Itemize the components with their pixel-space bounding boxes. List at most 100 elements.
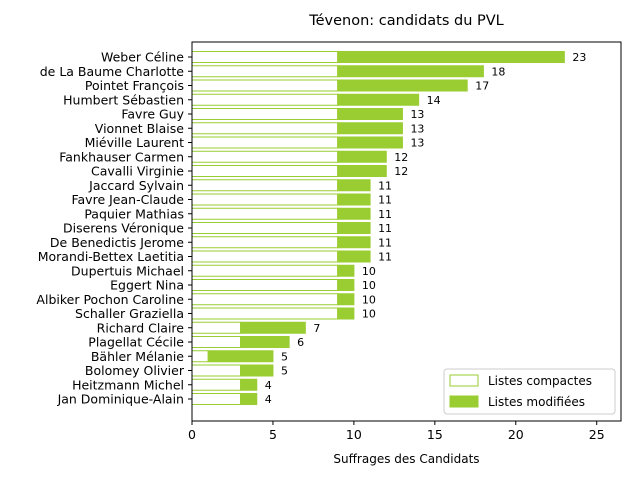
bar-compact [191,79,339,92]
bar-compact [191,378,242,391]
category-label: Morandi-Bettex Laetitia [38,249,184,264]
value-label: 12 [394,165,408,178]
bar-compact [191,179,339,192]
value-label: 4 [265,393,272,406]
value-label: 14 [427,94,441,107]
value-label: 18 [491,65,505,78]
x-tick-label: 15 [427,427,443,442]
category-label: Dupertuis Michael [71,263,184,278]
bar-compact [191,51,339,63]
category-label: Schaller Graziella [75,306,184,321]
value-label: 23 [572,51,586,64]
legend-swatch-compact [449,374,479,387]
x-tick-label: 25 [589,427,605,442]
bar-modified [337,279,355,291]
category-label: de La Baume Charlotte [40,64,185,79]
value-label: 5 [281,350,288,363]
value-label: 10 [362,308,376,321]
value-label: 17 [475,80,489,93]
bar-compact [191,165,339,177]
value-label: 11 [378,236,392,249]
x-axis-title: Suffrages des Candidats [333,452,479,466]
bar-modified [337,293,355,306]
category-label: Jan Dominique-Alain [57,392,184,407]
bar-modified [337,207,371,220]
category-label: Favre Guy [121,107,184,122]
value-label: 11 [378,179,392,192]
bar-modified [240,321,306,334]
legend-label-compact: Listes compactes [488,374,592,388]
category-label: Albiker Pochon Caroline [36,292,184,307]
bar-modified [337,236,371,249]
value-label: 13 [410,122,424,135]
bar-compact [191,321,242,334]
chart-title: Tévenon: candidats du PVL [308,13,504,29]
bar-modified [337,150,387,163]
bar-modified [337,51,565,63]
bar-modified [337,179,371,192]
x-tick-label: 0 [188,427,196,442]
value-label: 7 [313,322,320,335]
bar-modified [337,93,420,106]
bar-compact [191,122,339,135]
category-label: Plagellat Cécile [88,335,184,350]
bar-modified [337,136,403,149]
category-label: Fankhauser Carmen [59,149,184,164]
category-label: Diserens Véronique [63,221,184,236]
bar-compact [191,279,339,291]
bar-modified [337,79,468,92]
x-tick-label: 5 [269,427,277,442]
category-label: Miéville Laurent [85,135,184,150]
category-label: Weber Céline [101,50,184,65]
value-label: 11 [378,251,392,264]
category-label: Richard Claire [97,320,185,335]
bar-compact [191,93,339,106]
bar-modified [337,222,371,234]
value-label: 12 [394,151,408,164]
bar-compact [191,207,339,220]
bar-compact [191,364,242,377]
x-axis-ticks: 0 5 10 15 20 25 [188,421,605,442]
category-label: Heitzmann Michel [72,377,184,392]
value-label: 4 [265,379,272,392]
category-label: De Benedictis Jerome [50,235,184,250]
value-label: 11 [378,222,392,235]
bar-compact [191,293,339,306]
plot-frame [191,41,622,422]
bar-compact [191,307,339,320]
value-label: 13 [410,137,424,150]
bar-compact [191,393,242,405]
bar-compact [191,236,339,249]
bar-modified [240,364,274,377]
category-label: Favre Jean-Claude [71,192,184,207]
bar-modified [240,336,290,348]
legend-label-modified: Listes modifiées [488,395,585,409]
category-label: Vionnet Blaise [95,121,185,136]
legend: Listes compactes Listes modifiées [443,368,616,415]
bar-compact [191,65,339,78]
category-label: Jaccard Sylvain [88,178,184,193]
bar-modified [337,250,371,263]
legend-box [443,368,616,415]
x-tick-label: 20 [508,427,524,442]
bar-compact [191,193,339,206]
value-label: 5 [281,365,288,378]
category-label: Eggert Nina [110,278,184,293]
category-label: Cavalli Virginie [91,164,184,179]
bar-modified [337,108,403,120]
bar-compact [191,350,209,363]
bar-modified [240,378,258,391]
bar-compact [191,336,242,348]
value-label: 10 [362,279,376,292]
category-label: Pointet François [85,78,184,93]
value-labels: 2318171413131312121111111111111010101076… [265,51,587,406]
bar-modified [337,65,484,78]
bar-compact [191,250,339,263]
category-label: Humbert Sébastien [63,92,184,107]
bar-compact [191,150,339,163]
bar-modified [337,193,371,206]
value-label: 11 [378,194,392,207]
